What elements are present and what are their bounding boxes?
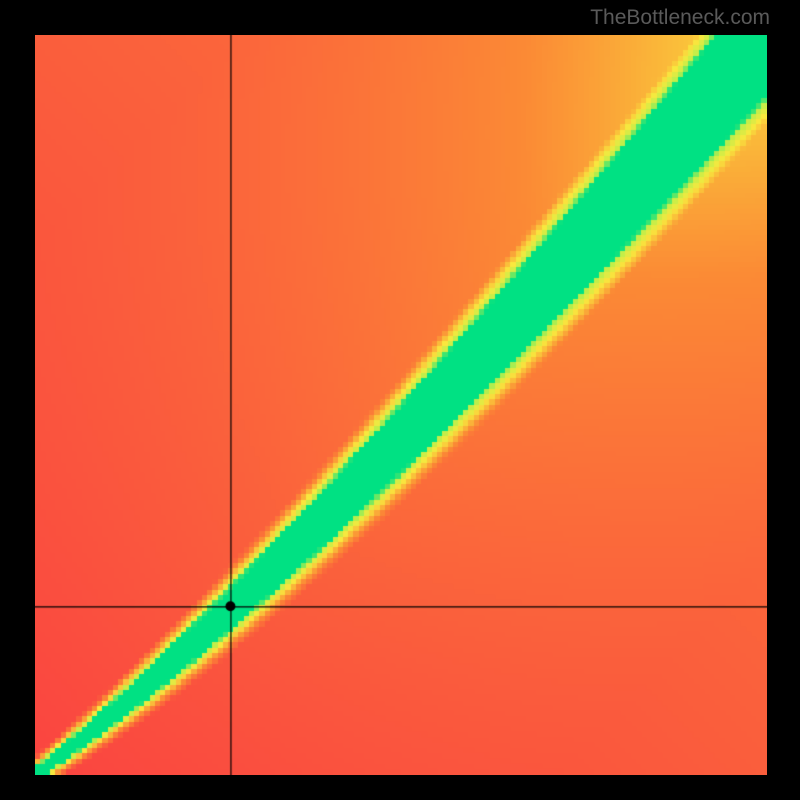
- heatmap-plot-area: [35, 35, 767, 775]
- watermark-text: TheBottleneck.com: [590, 6, 770, 30]
- heatmap-canvas: [35, 35, 767, 775]
